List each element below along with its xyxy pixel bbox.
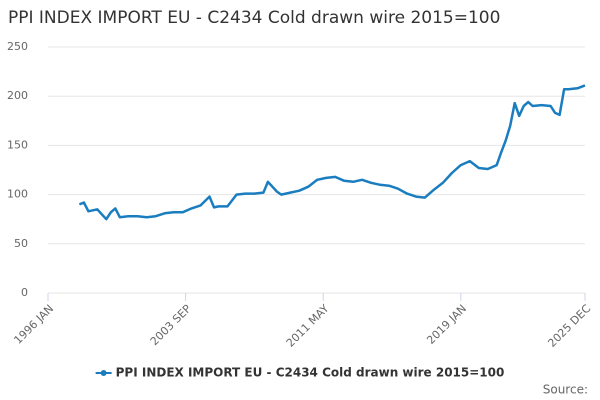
legend-label: PPI INDEX IMPORT EU - C2434 Cold drawn w… xyxy=(116,366,505,380)
y-tick-label: 50 xyxy=(14,237,28,250)
x-tick-label: 2011 MAY xyxy=(284,302,332,350)
x-tick-label: 1996 JAN xyxy=(11,302,56,347)
y-tick-label: 100 xyxy=(7,188,28,201)
legend-marker xyxy=(100,370,107,376)
y-tick-label: 0 xyxy=(21,286,28,299)
y-tick-label: 150 xyxy=(7,138,28,151)
chart-title: PPI INDEX IMPORT EU - C2434 Cold drawn w… xyxy=(8,8,500,28)
x-tick-label: 2003 SEP xyxy=(148,302,194,348)
x-tick-label: 2025 DEC xyxy=(545,302,593,350)
x-tick-label: 2019 JAN xyxy=(424,302,469,347)
source: Source: xyxy=(543,383,588,397)
y-tick-label: 200 xyxy=(7,89,28,102)
data-line xyxy=(78,84,586,221)
y-tick-label: 250 xyxy=(7,40,28,53)
